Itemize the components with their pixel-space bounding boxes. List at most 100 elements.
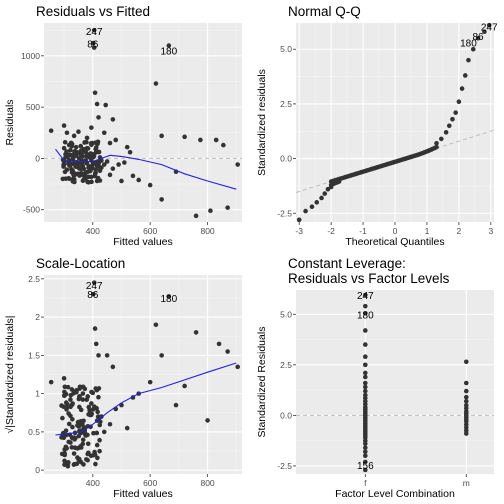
data-point: [92, 404, 97, 409]
data-point: [94, 430, 100, 436]
data-point: [66, 439, 72, 445]
plot-background: [44, 23, 242, 222]
data-point: [95, 455, 100, 461]
data-point: [72, 149, 77, 155]
data-point: [68, 147, 73, 153]
data-point: [97, 178, 103, 183]
data-point: [71, 133, 77, 139]
data-point: [66, 421, 72, 427]
normal-qq-panel: Normal Q-Q -2.5 0.0 2.5 5.0 -3 -2 -1 0 1 2 3 Theoret…: [256, 4, 498, 248]
point-label: 180: [460, 39, 477, 50]
data-point: [182, 134, 187, 140]
data-point: [319, 195, 324, 201]
data-point: [68, 404, 73, 410]
data-point: [94, 101, 100, 107]
data-point: [235, 162, 240, 167]
data-point: [363, 342, 368, 347]
data-point: [101, 429, 107, 435]
data-point: [85, 441, 91, 447]
data-point: [72, 161, 78, 167]
data-point: [101, 130, 107, 136]
data-point: [74, 461, 80, 467]
data-point: [91, 45, 97, 50]
data-point: [93, 145, 99, 150]
x-tick-label: m: [463, 478, 470, 488]
data-point: [463, 398, 469, 404]
data-point: [92, 449, 97, 455]
y-tick-label: 0: [35, 153, 40, 163]
data-point: [78, 148, 84, 154]
x-tick-label: 1: [425, 226, 430, 236]
y-axis-label: √|Standardized residuals|: [4, 315, 16, 433]
data-point: [363, 441, 368, 446]
data-point: [459, 86, 465, 91]
data-point: [84, 397, 90, 402]
data-point: [78, 407, 84, 413]
x-tick-label: 600: [143, 226, 157, 236]
data-point: [96, 149, 102, 155]
data-point: [80, 391, 86, 396]
x-tick-label: -3: [295, 226, 303, 236]
data-point: [77, 384, 83, 390]
data-point: [60, 415, 65, 421]
data-point: [363, 445, 368, 451]
data-point: [104, 159, 110, 164]
residuals-vs-fitted-panel: Residuals vs Fitted -500 0 500 1000 400 600 800…: [4, 4, 242, 248]
data-point: [84, 139, 89, 145]
y-tick-label: 500: [26, 102, 40, 112]
y-axis-label: Standardized residuals: [256, 69, 268, 176]
data-point: [94, 387, 100, 393]
y-tick-label: 1.5: [28, 350, 40, 360]
data-point: [61, 145, 67, 151]
data-point: [363, 292, 368, 298]
data-point: [61, 123, 67, 128]
data-point: [83, 457, 89, 462]
data-point: [309, 204, 315, 209]
data-point: [68, 413, 73, 419]
data-point: [363, 374, 368, 380]
y-tick-label: 2: [35, 312, 40, 322]
x-tick-label: 800: [200, 478, 214, 488]
point-label: 180: [160, 47, 177, 58]
data-point: [91, 27, 97, 33]
data-point: [96, 353, 101, 358]
data-point: [96, 159, 101, 164]
data-point: [104, 353, 110, 358]
data-point: [70, 156, 76, 162]
x-tick-label: f: [364, 478, 367, 488]
data-point: [76, 394, 82, 400]
data-point: [482, 29, 487, 35]
data-point: [86, 450, 91, 456]
data-point: [153, 322, 159, 328]
data-point: [193, 213, 199, 219]
data-point: [86, 165, 91, 170]
data-point: [93, 140, 98, 146]
data-point: [64, 149, 69, 154]
y-tick-label: -2.5: [277, 208, 292, 218]
data-point: [93, 170, 98, 176]
data-point: [63, 400, 69, 405]
x-tick-label: 400: [86, 478, 100, 488]
data-point: [84, 153, 89, 159]
data-point: [363, 459, 368, 465]
data-point: [363, 449, 368, 455]
data-point: [463, 380, 469, 386]
data-point: [73, 144, 79, 150]
point-label: 247: [86, 27, 103, 38]
data-point: [89, 389, 94, 395]
data-point: [124, 144, 130, 150]
x-axis-label: Factor Level Combination: [335, 488, 455, 500]
data-point: [314, 200, 320, 205]
data-point: [235, 364, 240, 370]
smooth-line: [55, 362, 237, 436]
data-point: [434, 144, 439, 150]
data-point: [91, 430, 96, 436]
point-label: 247: [86, 281, 103, 292]
data-point: [63, 391, 69, 397]
data-point: [70, 179, 76, 184]
data-point: [107, 421, 113, 427]
data-point: [110, 364, 116, 370]
data-point: [363, 362, 368, 368]
data-point: [62, 139, 68, 145]
data-point: [173, 402, 179, 408]
